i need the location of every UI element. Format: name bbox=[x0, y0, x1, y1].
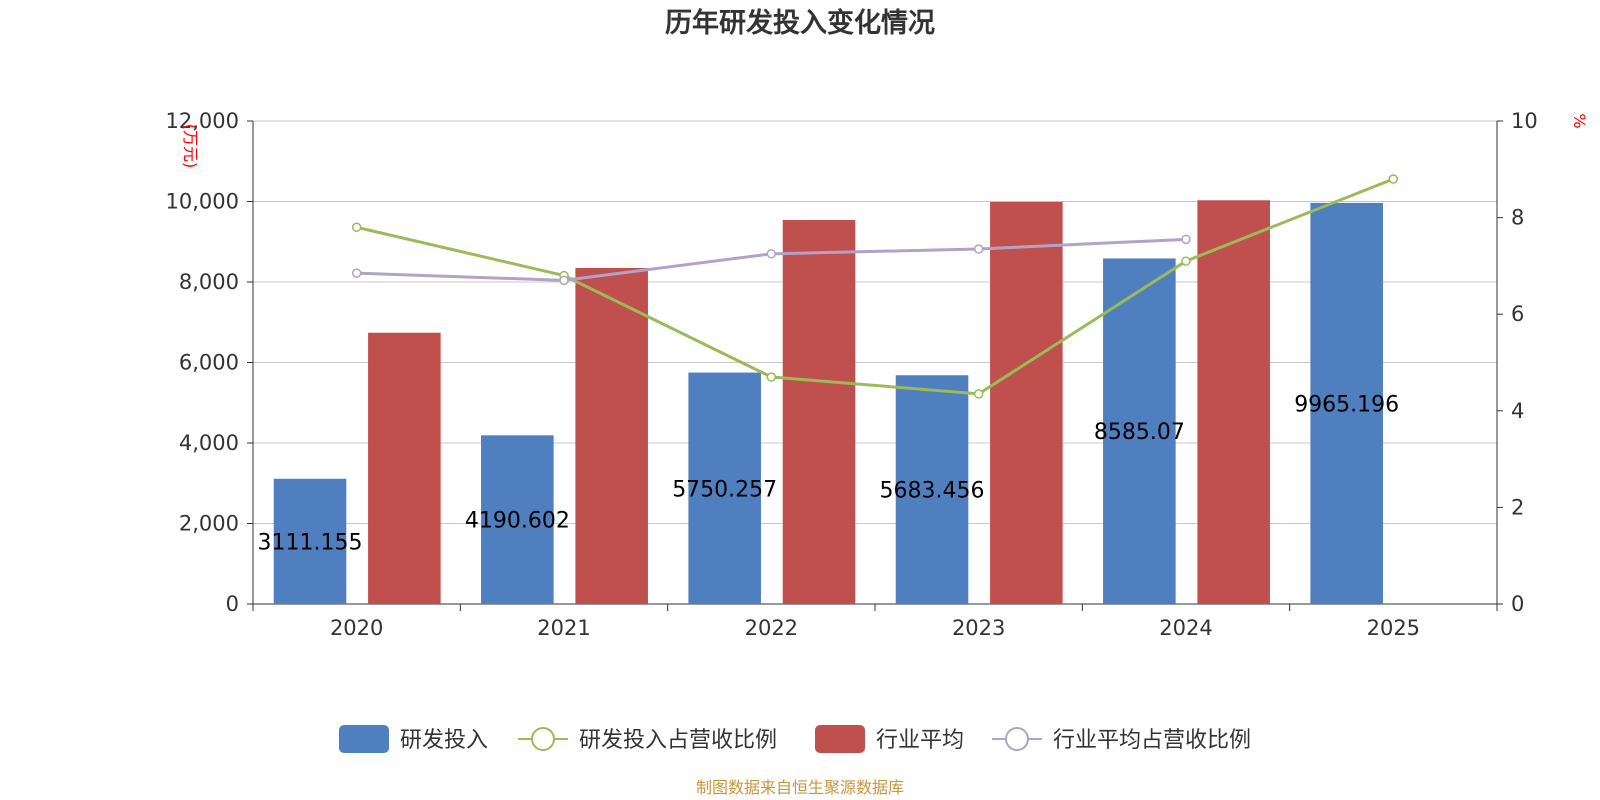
line-point bbox=[973, 244, 984, 254]
x-tick-label: 2022 bbox=[745, 616, 798, 640]
bar-rd-investment bbox=[895, 375, 969, 604]
bar-industry-average bbox=[575, 267, 648, 604]
y-left-tick-label: 2,000 bbox=[179, 512, 239, 536]
data-label: 4190.602 bbox=[465, 509, 570, 534]
line-point bbox=[766, 372, 777, 382]
legend: 研发投入 研发投入占营收比例 行业平均 行业平均占营收比例 bbox=[339, 725, 1251, 753]
y-left-tick-label: 12,000 bbox=[166, 109, 239, 133]
line-point bbox=[766, 249, 777, 259]
x-tick-label: 2025 bbox=[1367, 616, 1420, 640]
line-point bbox=[351, 222, 362, 233]
legend-label: 研发投入 bbox=[400, 728, 488, 753]
y-right-tick-label: 2 bbox=[1511, 495, 1524, 519]
y-left-tick-label: 6,000 bbox=[179, 351, 239, 375]
x-tick-label: 2020 bbox=[330, 616, 383, 640]
chart-title: 历年研发投入变化情况 bbox=[665, 7, 935, 39]
legend-marker bbox=[531, 727, 555, 751]
y-left-tick-label: 10,000 bbox=[166, 190, 239, 214]
y-right-tick-label: 0 bbox=[1511, 592, 1524, 616]
bar-industry-average bbox=[990, 201, 1063, 604]
bar-rd-investment bbox=[273, 478, 347, 604]
y-left-tick-label: 0 bbox=[226, 592, 239, 616]
bars bbox=[273, 200, 1383, 605]
legend-swatch bbox=[815, 725, 865, 753]
data-label: 8585.07 bbox=[1094, 420, 1185, 445]
bar-rd-investment bbox=[1310, 202, 1383, 604]
data-label: 9965.196 bbox=[1294, 392, 1399, 417]
bar-industry-average bbox=[782, 220, 856, 604]
y-left-unit: (万元) bbox=[181, 124, 200, 169]
y-right-tick-label: 6 bbox=[1511, 302, 1524, 326]
legend-label: 行业平均占营收比例 bbox=[1053, 728, 1251, 753]
axes: 0 2,000 4,000 6,000 8,000 10,000 12,000 0 2 4 6 8 10… bbox=[166, 109, 1538, 640]
line-point bbox=[559, 275, 569, 286]
bar-rd-investment bbox=[481, 435, 554, 604]
x-tick-label: 2021 bbox=[537, 616, 590, 640]
line-rd-ratio bbox=[356, 177, 1394, 396]
y-left-tick-label: 8,000 bbox=[179, 270, 239, 294]
line-point bbox=[1181, 234, 1191, 245]
line-point bbox=[1388, 174, 1399, 184]
bar-industry-average bbox=[1197, 200, 1270, 605]
legend-swatch bbox=[339, 725, 389, 753]
y-right-tick-label: 8 bbox=[1511, 206, 1524, 230]
line-point bbox=[1181, 256, 1191, 266]
legend-marker bbox=[1005, 727, 1029, 751]
y-right-tick-label: 10 bbox=[1511, 109, 1538, 133]
grid-lines bbox=[253, 120, 1497, 524]
data-labels: 3111.155 4190.602 5750.257 5683.456 8585.07 9… bbox=[258, 392, 1400, 555]
legend-label: 研发投入占营收比例 bbox=[579, 728, 777, 753]
data-label: 3111.155 bbox=[258, 530, 363, 555]
lines bbox=[351, 174, 1399, 399]
bar-rd-investment bbox=[688, 372, 761, 604]
data-label: 5750.257 bbox=[672, 477, 777, 502]
line-point bbox=[351, 268, 362, 278]
bar-rd-investment bbox=[1103, 258, 1176, 604]
data-label: 5683.456 bbox=[880, 479, 985, 504]
x-tick-label: 2024 bbox=[1159, 616, 1212, 640]
y-left-tick-label: 4,000 bbox=[179, 431, 239, 455]
bar-industry-average bbox=[368, 332, 441, 604]
y-right-tick-label: 4 bbox=[1511, 399, 1524, 423]
legend-label: 行业平均 bbox=[876, 728, 964, 753]
source-note: 制图数据来自恒生聚源数据库 bbox=[696, 778, 904, 797]
y-right-unit: % bbox=[1570, 113, 1589, 128]
x-tick-label: 2023 bbox=[952, 616, 1005, 640]
line-point bbox=[973, 389, 984, 399]
